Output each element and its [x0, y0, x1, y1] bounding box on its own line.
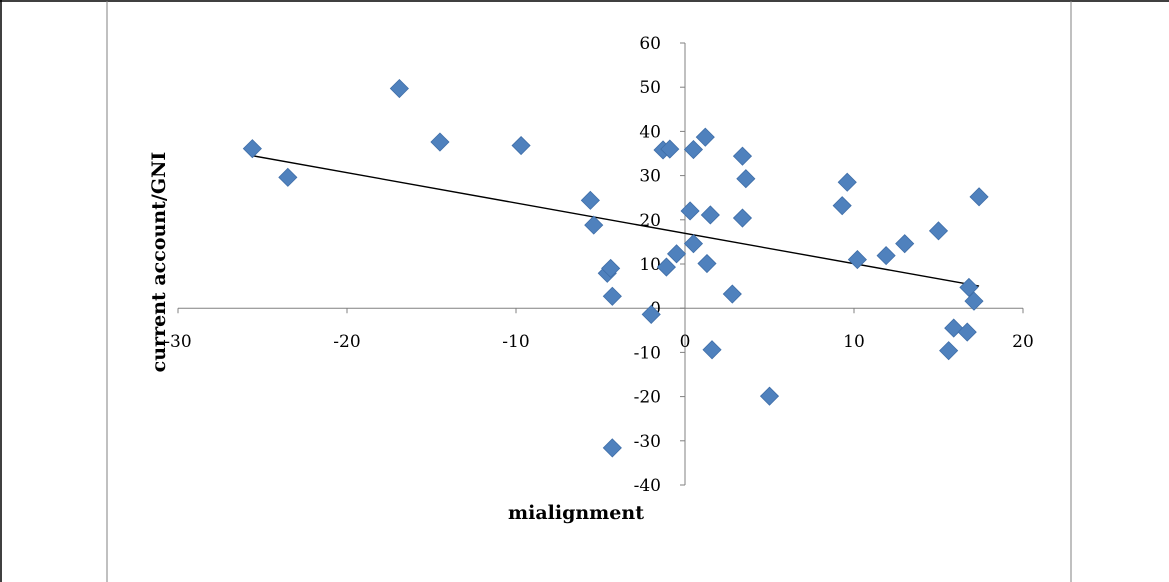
- x-tick-label: 10: [843, 332, 865, 352]
- data-point: [736, 169, 756, 189]
- data-point: [732, 146, 753, 166]
- data-point: [511, 135, 531, 156]
- data-point: [959, 277, 979, 297]
- data-point: [430, 132, 450, 152]
- data-point: [700, 205, 720, 225]
- data-point: [969, 187, 989, 207]
- data-point: [847, 250, 867, 270]
- y-tick-label: 60: [639, 34, 661, 54]
- data-point: [837, 172, 857, 192]
- data-point: [602, 286, 622, 306]
- data-point: [895, 234, 915, 254]
- data-point: [584, 215, 604, 235]
- data-point: [702, 340, 722, 360]
- data-point: [656, 257, 676, 277]
- data-point: [759, 386, 780, 406]
- x-tick-label: 20: [1012, 332, 1034, 352]
- y-tick-label: 40: [639, 122, 661, 142]
- data-point: [680, 201, 700, 221]
- y-tick-label: 30: [639, 167, 661, 187]
- data-point: [641, 304, 661, 324]
- data-point: [660, 139, 680, 159]
- y-tick-label: -20: [634, 388, 661, 408]
- x-tick-label: 0: [680, 332, 691, 352]
- data-point: [580, 190, 600, 210]
- data-point: [697, 253, 717, 274]
- data-point: [242, 139, 262, 159]
- data-point: [695, 127, 715, 147]
- data-point: [722, 284, 742, 304]
- data-point: [876, 246, 896, 266]
- data-point: [683, 139, 704, 160]
- data-points: [242, 78, 989, 458]
- x-tick-label: -10: [502, 332, 529, 352]
- y-tick-label: 50: [639, 78, 661, 98]
- x-tick-label: -20: [333, 332, 360, 352]
- data-point: [389, 78, 409, 99]
- data-point: [832, 196, 852, 216]
- y-tick-label: -30: [634, 432, 661, 452]
- data-point: [964, 291, 984, 311]
- data-point: [732, 208, 753, 228]
- x-axis-title: mialignment: [508, 502, 644, 524]
- y-tick-label: -40: [634, 476, 661, 496]
- y-tick-label: -10: [634, 343, 661, 363]
- data-point: [928, 221, 949, 241]
- data-point: [683, 234, 704, 254]
- data-point: [602, 438, 622, 458]
- data-point: [278, 167, 298, 187]
- y-axis-title: current account/GNI: [148, 152, 170, 373]
- data-point: [939, 341, 959, 361]
- y-tick-label: 0: [650, 299, 661, 319]
- y-tick-label: 10: [639, 255, 661, 275]
- data-point: [957, 322, 977, 342]
- data-point: [666, 244, 687, 264]
- x-tick-label: -30: [164, 332, 191, 352]
- data-point: [601, 258, 621, 278]
